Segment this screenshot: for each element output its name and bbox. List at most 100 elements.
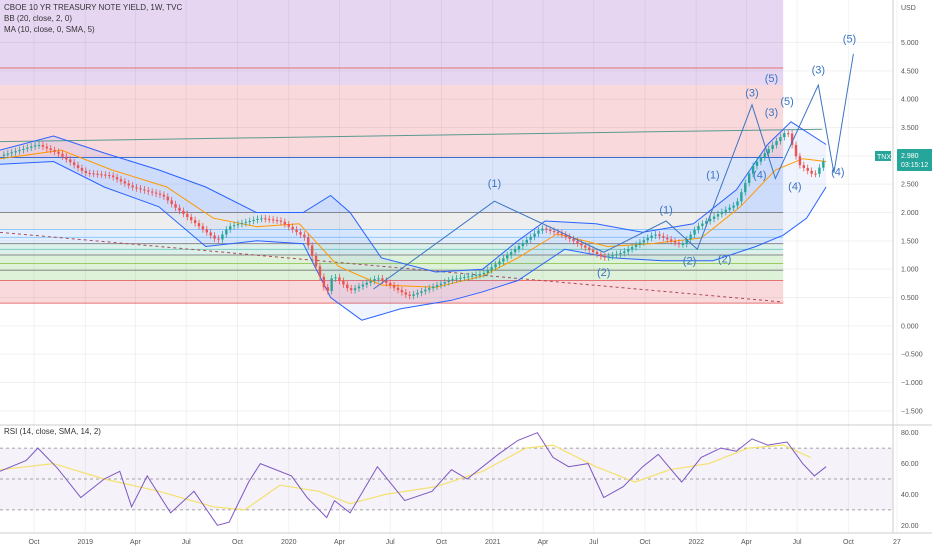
candle-body: [287, 224, 290, 227]
candle-body: [33, 145, 37, 147]
candle-body: [45, 146, 49, 149]
bollinger-lower: [0, 160, 827, 321]
candle-body: [603, 256, 607, 258]
candle-body: [677, 242, 681, 245]
candle-body: [424, 289, 427, 292]
candle-body: [104, 174, 107, 176]
candle-body: [615, 254, 618, 256]
candle-body: [279, 220, 283, 222]
x-tick-label: Oct: [29, 539, 40, 546]
candle-body: [619, 252, 622, 255]
y-tick-label: 3.500: [901, 125, 919, 132]
candle-body: [525, 239, 528, 243]
candle-body: [135, 187, 138, 189]
candle-body: [388, 283, 392, 286]
candle-body: [806, 167, 809, 171]
rsi-tick-label: 80.00: [901, 430, 919, 437]
x-tick-label: Apr: [741, 539, 753, 546]
candle-body: [205, 229, 209, 233]
candle-body: [623, 251, 626, 253]
y-tick-label: 0.000: [901, 323, 919, 330]
candle-body: [435, 285, 439, 287]
x-tick-label: Oct: [843, 539, 854, 546]
candle-body: [470, 275, 474, 277]
candle-body: [353, 288, 357, 291]
candle-body: [182, 210, 185, 214]
candle-body: [69, 159, 72, 163]
elliott-projection: [373, 53, 854, 290]
candle-body: [275, 220, 279, 222]
bollinger-fill: [0, 121, 827, 321]
candle-body: [498, 261, 501, 265]
candle-body: [658, 234, 661, 237]
candle-body: [798, 156, 802, 166]
candle-body: [186, 213, 189, 217]
wave-label: (2): [683, 256, 696, 268]
candle-body: [724, 209, 727, 212]
candle-body: [584, 245, 587, 248]
candle-body: [6, 153, 10, 155]
candle-body: [22, 148, 25, 150]
candle-body: [662, 236, 665, 238]
candle-body: [818, 167, 821, 174]
candle-body: [326, 287, 329, 292]
candle-body: [400, 290, 404, 293]
candle-body: [747, 173, 751, 183]
candle-body: [291, 226, 294, 230]
bb-indicator-label[interactable]: BB (20, close, 2, 0): [4, 14, 73, 23]
ma-indicator-label[interactable]: MA (10, close, 0, SMA, 5): [4, 25, 95, 34]
candle-body: [72, 162, 76, 166]
wave-label: (4): [831, 167, 844, 179]
price-badge: [897, 148, 932, 171]
candle-body: [486, 270, 489, 273]
candle-body: [697, 225, 700, 231]
candle-body: [240, 223, 244, 225]
candle-body: [810, 170, 813, 174]
candle-body: [189, 216, 193, 221]
fib-zone: [0, 85, 784, 158]
candle-body: [221, 234, 224, 240]
candle-body: [482, 272, 486, 275]
y-tick-label: 0.500: [901, 295, 919, 302]
candle-body: [412, 294, 415, 296]
wave-label: (5): [843, 34, 856, 46]
rsi-tick-label: 20.00: [901, 523, 919, 530]
candle-body: [443, 282, 447, 284]
candle-body: [373, 278, 376, 281]
candle-body: [634, 244, 638, 247]
rsi-indicator-label[interactable]: RSI (14, close, SMA, 14, 2): [4, 427, 101, 436]
candle-body: [295, 229, 298, 233]
candle-body: [244, 222, 248, 224]
candle-body: [537, 230, 540, 234]
candle-body: [170, 200, 173, 205]
candle-body: [611, 255, 614, 257]
candle-body: [685, 239, 688, 245]
candle-body: [431, 286, 435, 289]
chart-title[interactable]: CBOE 10 YR TREASURY NOTE YIELD, 1W, TVC: [4, 3, 183, 12]
candle-body: [599, 254, 603, 257]
candle-body: [517, 246, 521, 250]
candle-body: [580, 243, 583, 246]
candle-body: [396, 287, 400, 291]
candle-body: [248, 221, 251, 223]
level-lines: [0, 67, 823, 304]
candle-body: [564, 234, 567, 237]
y-tick-label: 1.500: [901, 238, 919, 245]
candle-body: [377, 278, 380, 280]
candle-body: [751, 165, 755, 174]
candle-body: [814, 173, 817, 175]
candle-body: [467, 276, 470, 278]
candle-body: [10, 152, 13, 154]
y-tick-label: 4.500: [901, 68, 919, 75]
candle-body: [123, 181, 127, 184]
candle-body: [720, 211, 724, 215]
candle-body: [357, 286, 361, 289]
fib-zone: [0, 280, 784, 304]
candle-body: [57, 151, 60, 154]
y-tick-label: 2.000: [901, 210, 919, 217]
candle-body: [669, 239, 673, 241]
wave-label: (3): [765, 107, 778, 119]
candle-body: [178, 207, 181, 211]
y-tick-label: 5.000: [901, 40, 919, 47]
